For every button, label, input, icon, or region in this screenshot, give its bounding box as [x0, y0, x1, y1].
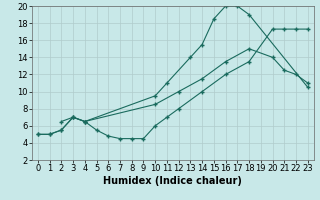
X-axis label: Humidex (Indice chaleur): Humidex (Indice chaleur) [103, 176, 242, 186]
